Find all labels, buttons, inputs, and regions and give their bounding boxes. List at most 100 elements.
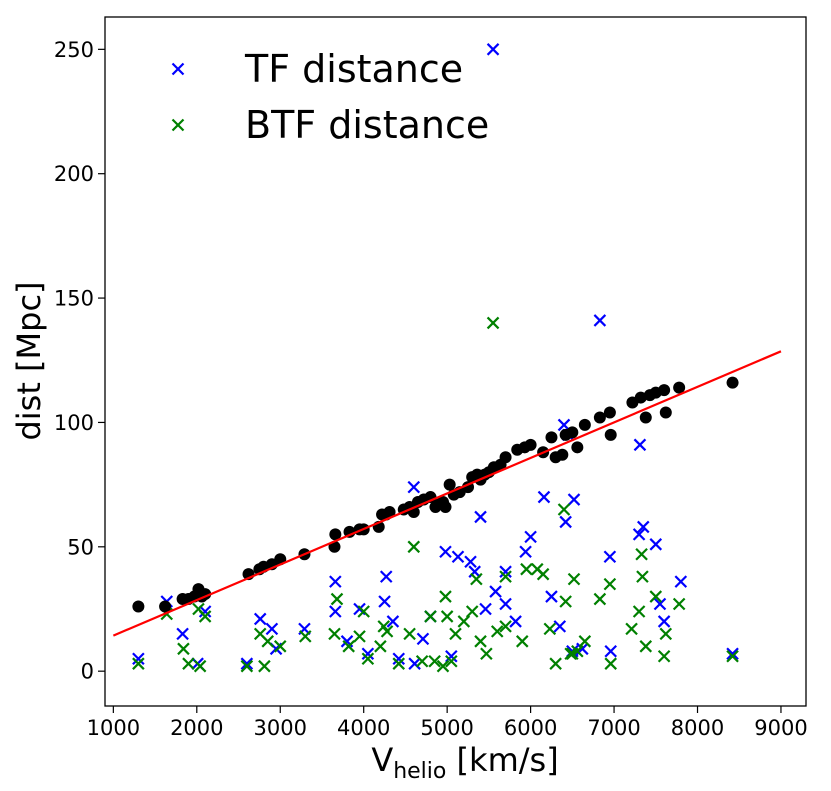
data-point-btf-distance-stroke (571, 645, 584, 658)
data-point-btf-distance-stroke (470, 572, 483, 586)
data-point-hubble-distance (571, 441, 584, 454)
data-point-tf-distance-stroke (499, 597, 512, 611)
data-point-tf-distance-stroke (545, 590, 558, 603)
data-point-btf-distance-stroke (258, 659, 271, 673)
data-point-hubble-distance (524, 438, 537, 451)
data-point-tf-distance (474, 510, 487, 524)
plot-area: 1000 2000 3000 4000 5000 6000 7000 8000 9000 0 50 1… (54, 16, 808, 740)
data-point-tf-distance (604, 645, 617, 658)
data-point-btf-distance-stroke (273, 640, 287, 653)
data-point-btf-distance-stroke (424, 610, 437, 623)
y-tick-label: 150 (54, 287, 94, 311)
data-point-btf-distance (428, 654, 441, 668)
data-point-hubble-distance (545, 431, 558, 444)
data-point-btf-distance (470, 572, 483, 586)
data-point-btf-distance-stroke (543, 622, 557, 636)
data-point-btf-distance-stroke (415, 654, 429, 668)
data-point-btf-distance (299, 630, 312, 643)
data-point-tf-distance (653, 597, 667, 611)
data-point-btf-distance (407, 540, 421, 554)
data-point-tf-distance-stroke (407, 480, 421, 494)
data-point-btf-distance-stroke (457, 615, 471, 628)
data-point-hubble-distance (726, 376, 739, 389)
data-point-btf-distance (457, 615, 471, 628)
data-point-tf-distance-stroke (674, 575, 688, 588)
data-point-btf-distance-stroke (657, 649, 671, 663)
x-tick-label: 2000 (170, 716, 223, 740)
data-point-btf-distance (593, 592, 607, 606)
data-point-tf-distance (567, 493, 581, 506)
data-point-hubble-distance (556, 448, 569, 461)
data-point-tf-distance (407, 480, 421, 494)
data-point-btf-distance-stroke (486, 316, 500, 330)
data-point-tf-distance-stroke (416, 632, 430, 646)
data-point-tf-distance (392, 652, 406, 666)
legend-label: BTF distance (245, 103, 489, 147)
data-point-tf-distance (509, 615, 522, 628)
x-tick-label: 6000 (504, 716, 557, 740)
data-point-tf-distance (499, 565, 512, 578)
data-point-hubble-distance (659, 406, 672, 419)
data-point-tf-distance (524, 530, 537, 544)
data-point-btf-distance (659, 627, 673, 641)
data-point-btf-distance-stroke (515, 635, 529, 648)
data-point-btf-distance (571, 645, 584, 658)
y-axis-label-text: dist [Mpc] (10, 281, 48, 440)
data-point-btf-distance (182, 657, 195, 670)
legend: TF distance BTF distance (171, 47, 489, 147)
data-point-btf-distance (330, 592, 344, 606)
data-point-btf-distance-stroke (342, 640, 355, 653)
data-point-btf-distance (490, 625, 504, 638)
data-point-tf-distance (479, 602, 492, 616)
data-point-tf-distance-stroke (479, 602, 492, 616)
x-tick-label: 7000 (587, 716, 640, 740)
data-point-btf-distance (328, 627, 341, 641)
y-tick-label: 200 (54, 162, 94, 186)
data-point-btf-distance (436, 659, 450, 673)
data-point-tf-distance (726, 647, 739, 661)
data-point-btf-distance (639, 640, 653, 653)
data-point-tf-distance-stroke (451, 550, 465, 564)
data-point-tf-distance-stroke (632, 528, 646, 541)
fit-line (112, 350, 782, 637)
data-point-btf-distance-stroke (536, 567, 550, 581)
data-point-tf-distance-stroke (537, 490, 551, 504)
data-point-btf-distance-stroke (445, 654, 458, 668)
x-tick-label: 3000 (254, 716, 307, 740)
data-point-hubble-distance (578, 418, 591, 431)
data-point-btf-distance (440, 610, 454, 623)
data-point-btf-distance (567, 572, 581, 586)
data-point-btf-distance (480, 647, 493, 661)
data-point-btf-distance (449, 627, 462, 641)
data-point-tf-distance (636, 520, 650, 534)
data-point-btf-distance (445, 654, 458, 668)
data-point-btf-distance (520, 562, 533, 576)
data-point-tf-distance-stroke (392, 652, 406, 666)
data-point-tf-distance-stroke (445, 649, 458, 663)
data-point-hubble-distance (673, 381, 686, 394)
data-point-btf-distance-stroke (377, 620, 391, 633)
data-point-btf-distance (635, 547, 648, 561)
x-tick-label: 5000 (420, 716, 473, 740)
data-point-tf-distance (329, 575, 342, 588)
data-point-btf-distance-stroke (261, 635, 275, 648)
data-point-btf-distance (240, 659, 254, 673)
data-point-btf-distance-stroke (361, 652, 375, 666)
data-point-hubble-distance (566, 426, 579, 439)
data-point-tf-distance-stroke (198, 605, 212, 618)
data-point-tf-distance (253, 612, 267, 626)
data-point-tf-distance-stroke (329, 605, 342, 618)
y-tick-label: 100 (54, 411, 94, 435)
x-axis-label: Vhelio [km/s] (371, 741, 558, 784)
data-point-tf-distance (408, 657, 421, 670)
data-point-btf-distance-stroke (672, 597, 686, 611)
data-point-tf-distance-stroke (176, 627, 189, 641)
data-point-tf-distance-stroke (653, 597, 667, 611)
data-point-btf-distance-stroke (636, 570, 649, 583)
data-point-btf-distance (273, 640, 287, 653)
data-point-btf-distance (557, 503, 571, 516)
data-point-tf-distance (486, 43, 500, 56)
data-point-tf-distance-stroke (408, 657, 421, 670)
legend-marker-tf-distance (171, 62, 185, 76)
data-point-tf-distance-stroke (524, 530, 537, 544)
